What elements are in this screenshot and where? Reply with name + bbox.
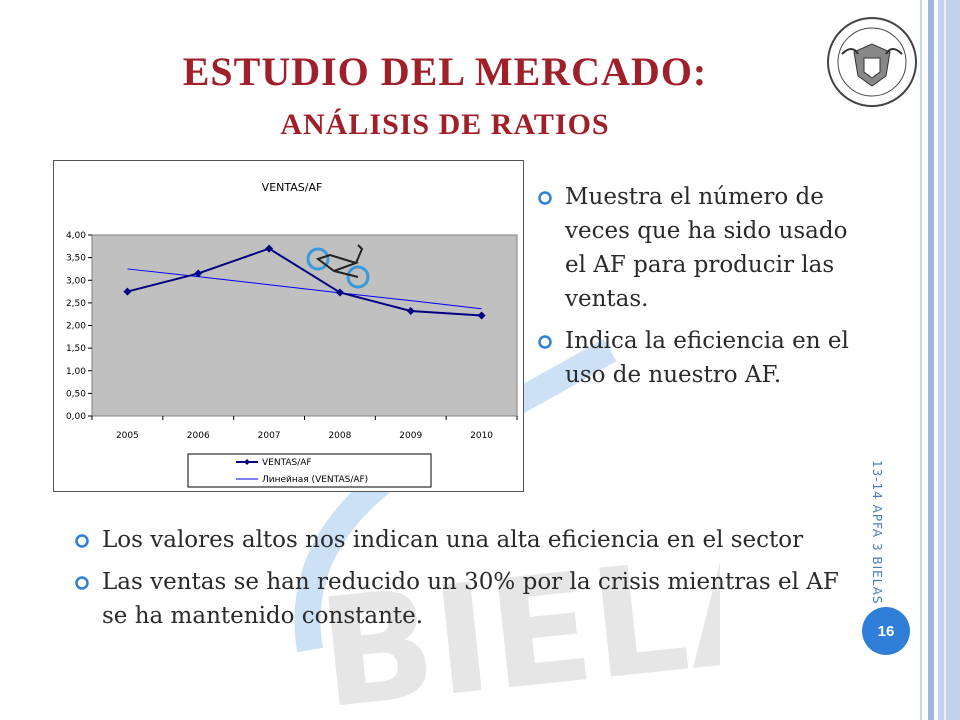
chart-title: VENTAS/AF <box>262 181 323 194</box>
blue-ring-bullet-icon <box>538 191 552 205</box>
trendline-series <box>127 268 482 310</box>
chart-legend <box>187 453 432 488</box>
bullet-item: Muestra el número de veces que ha sido u… <box>533 180 873 316</box>
slide-title: ESTUDIO DEL MERCADO: <box>182 49 708 94</box>
y-tick-label: 0,50 <box>66 389 86 399</box>
x-tick-label: 2005 <box>116 431 139 441</box>
bullet-item: Las ventas se han reducido un 30% por la… <box>70 565 860 633</box>
x-tick-label: 2009 <box>399 431 422 441</box>
university-seal-icon <box>827 17 917 107</box>
bullet-item: Los valores altos nos indican una alta e… <box>70 523 860 557</box>
right-bullet-list: Muestra el número de veces que ha sido u… <box>533 180 873 400</box>
page-number-badge: 16 <box>862 607 910 655</box>
y-tick-label: 4,00 <box>66 231 86 241</box>
legend-marker-ventas <box>244 459 250 465</box>
data-point-marker <box>265 244 274 253</box>
x-tick-label: 2010 <box>470 431 493 441</box>
bullet-text: Muestra el número de veces que ha sido u… <box>565 184 848 312</box>
data-point-marker <box>477 311 486 320</box>
x-tick-label: 2008 <box>328 431 351 441</box>
y-tick-label: 3,00 <box>66 276 86 286</box>
y-tick-label: 2,00 <box>66 322 86 332</box>
chart-container: VENTAS/AF 0,00 0,50 1,00 1,50 2,00 2,50 3,00 3,… <box>53 160 524 492</box>
data-point-marker <box>194 269 203 278</box>
ventas-af-series-line <box>127 247 482 317</box>
bullet-text: Los valores altos nos indican una alta e… <box>102 527 804 553</box>
legend-label-trend: Линейная (VENTAS/AF) <box>262 475 368 485</box>
blue-ring-bullet-icon <box>75 534 89 548</box>
bullet-text: Indica la eficiencia en el uso de nuestr… <box>565 328 849 388</box>
y-tick-label: 1,50 <box>66 344 86 354</box>
bullet-item: Indica la eficiencia en el uso de nuestr… <box>533 324 873 392</box>
data-point-marker <box>335 288 344 297</box>
bottom-bullet-list: Los valores altos nos indican una alta e… <box>70 523 860 641</box>
y-tick-label: 0,00 <box>66 412 86 422</box>
plot-area <box>91 234 518 417</box>
y-tick-label: 3,50 <box>66 254 86 264</box>
y-tick-label: 1,00 <box>66 367 86 377</box>
x-tick-label: 2006 <box>187 431 210 441</box>
ventas-af-chart: VENTAS/AF 0,00 0,50 1,00 1,50 2,00 2,50 3,00 3,… <box>66 181 518 488</box>
slide-subtitle: ANÁLISIS DE RATIOS <box>280 108 610 141</box>
x-tick-label: 2007 <box>258 431 281 441</box>
bicycle-icon <box>306 244 370 289</box>
data-point-marker <box>123 287 132 296</box>
data-point-marker <box>406 307 415 316</box>
legend-label-ventas: VENTAS/AF <box>262 458 312 468</box>
bullet-text: Las ventas se han reducido un 30% por la… <box>102 569 839 629</box>
y-tick-label: 2,50 <box>66 299 86 309</box>
blue-ring-bullet-icon <box>538 335 552 349</box>
blue-ring-bullet-icon <box>75 576 89 590</box>
